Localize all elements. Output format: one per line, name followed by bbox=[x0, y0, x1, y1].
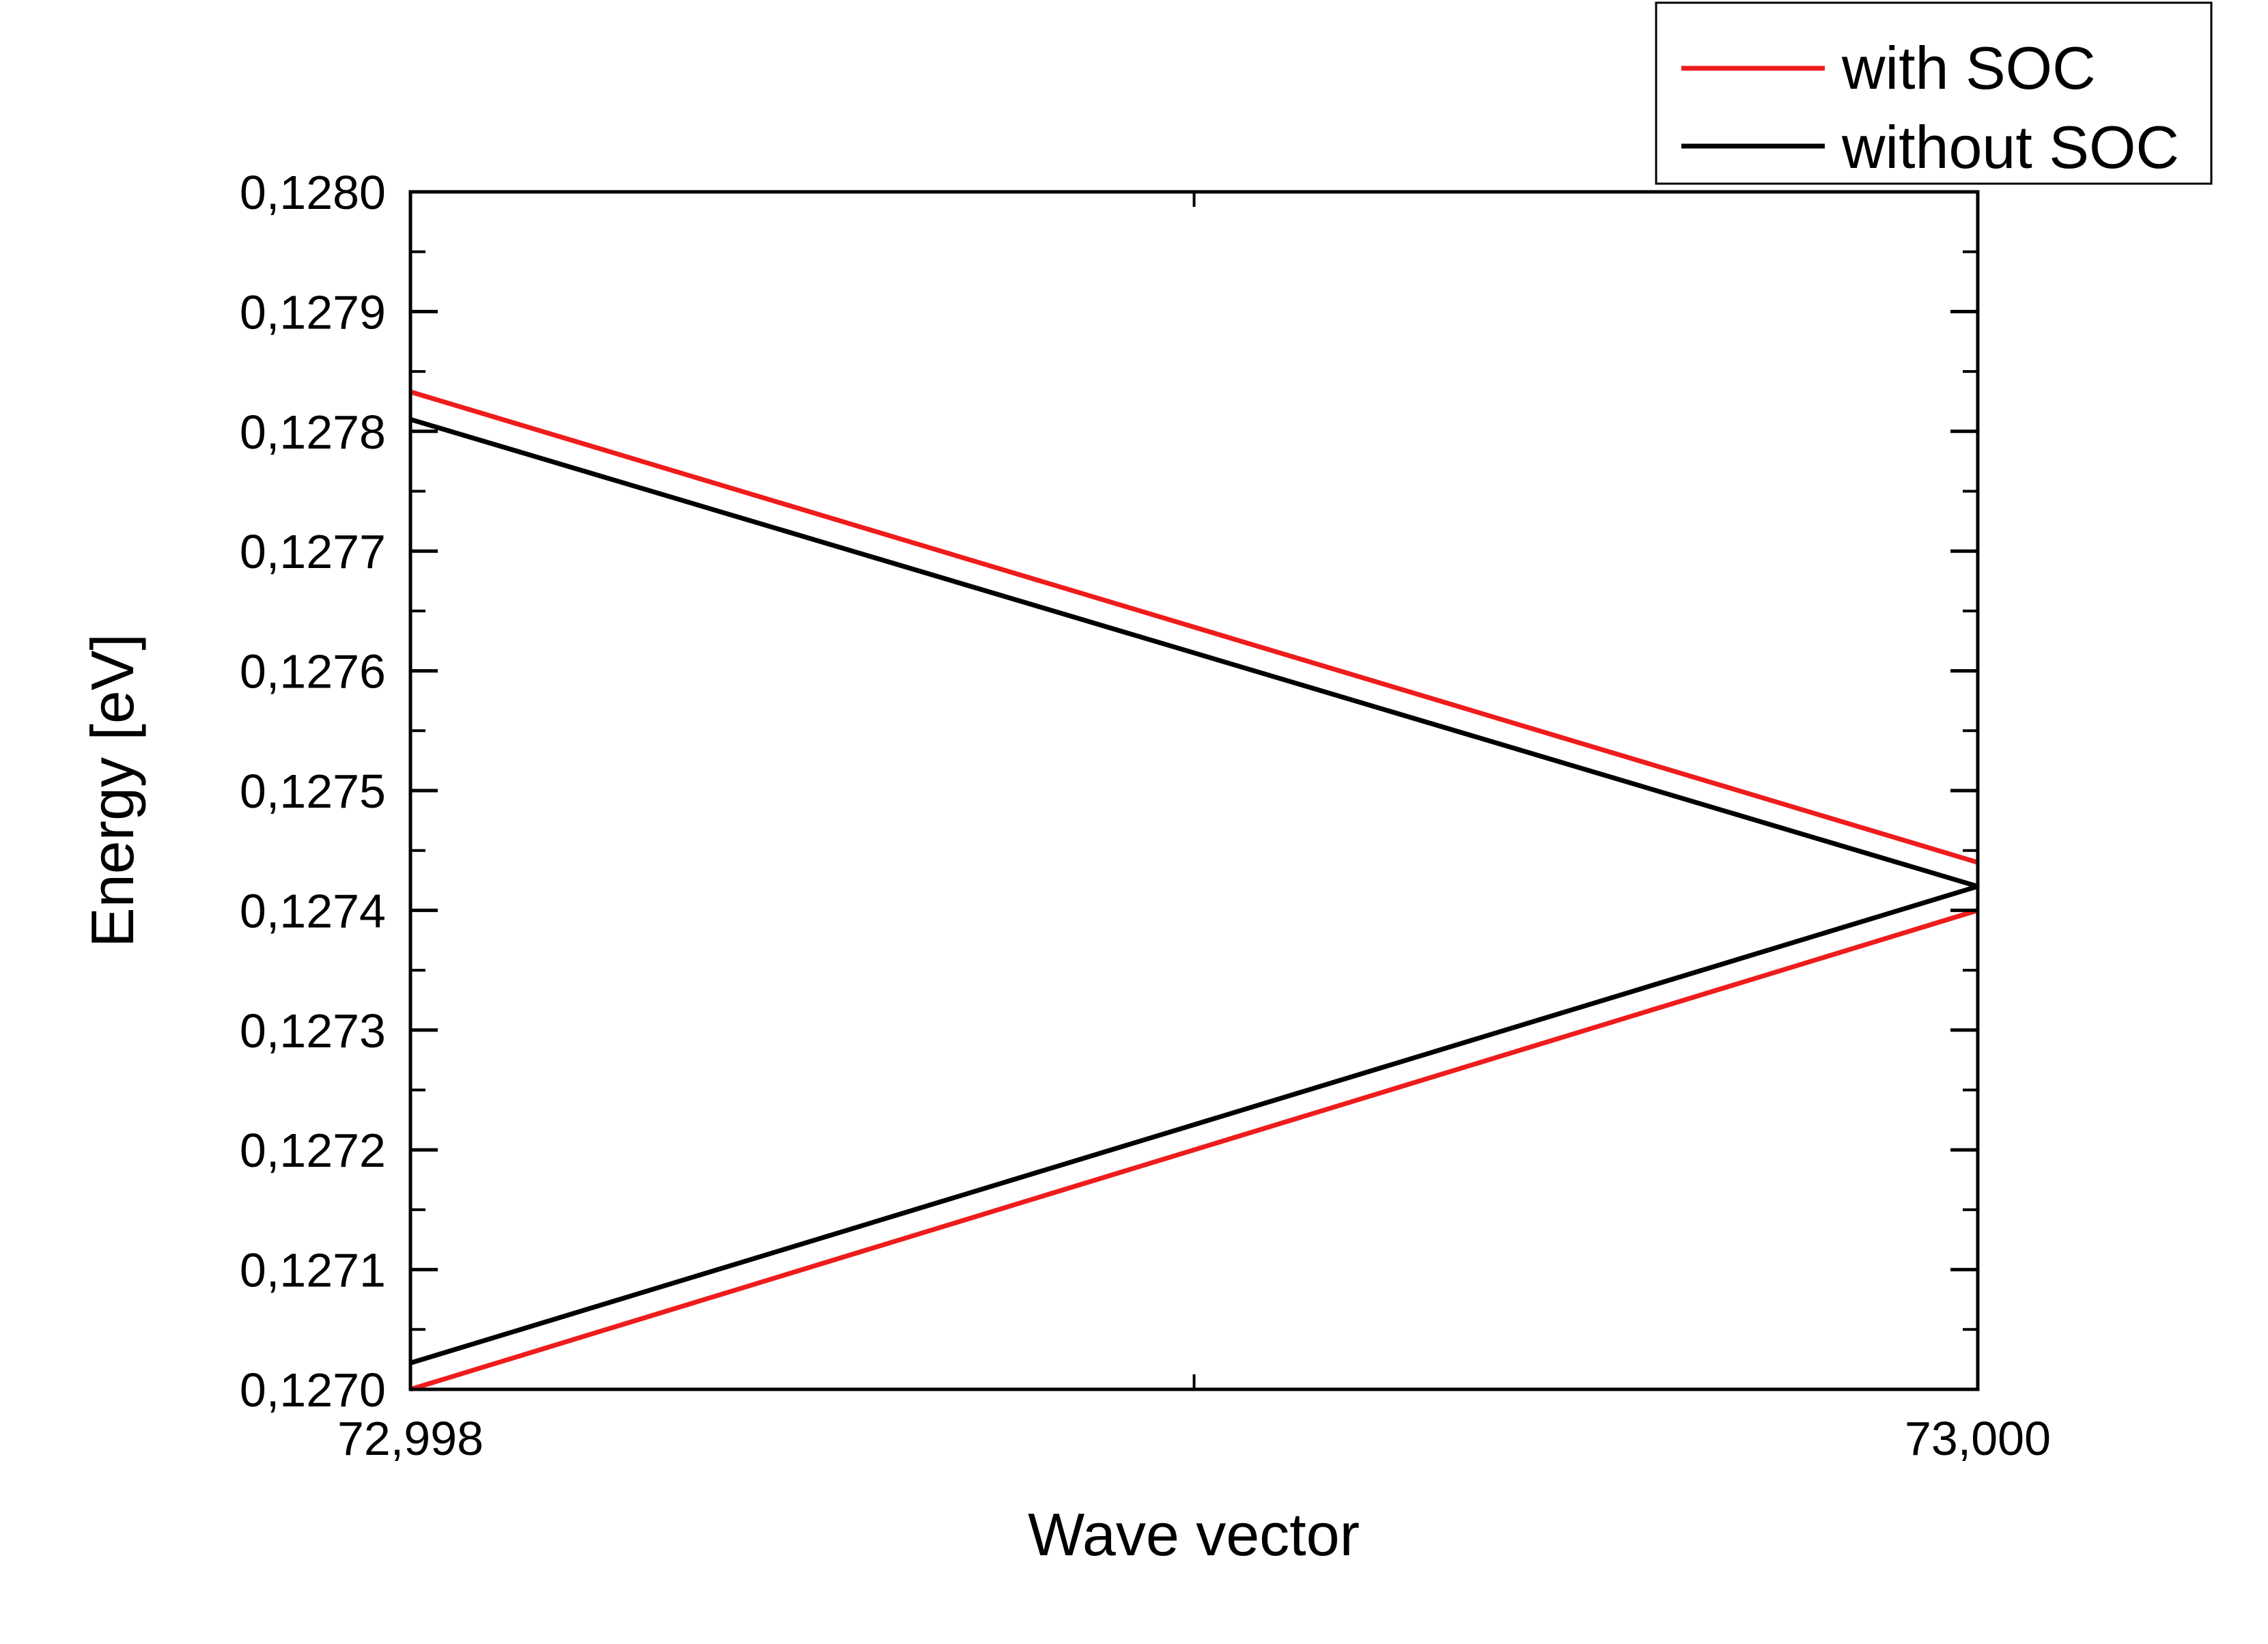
x-tick-labels: 72,998 73,000 bbox=[337, 1412, 2051, 1465]
series-with-soc bbox=[409, 389, 1979, 1392]
y-tick-label: 0,1271 bbox=[240, 1244, 386, 1297]
y-axis-title: Energy [eV] bbox=[79, 634, 146, 948]
x-axis-title: Wave vector bbox=[1028, 1501, 1360, 1568]
legend: with SOC without SOC bbox=[1655, 1, 2213, 185]
y-tick-label: 0,1273 bbox=[240, 1004, 386, 1058]
x-tick-label: 72,998 bbox=[337, 1412, 484, 1465]
series-line-with-soc-1 bbox=[409, 389, 1979, 865]
ticks-layer bbox=[410, 190, 1978, 1391]
plot-frame bbox=[408, 190, 1980, 1391]
y-tick-label: 0,1272 bbox=[240, 1124, 386, 1177]
y-tick-label: 0,1275 bbox=[240, 765, 386, 818]
y-tick-label: 0,1278 bbox=[240, 406, 386, 459]
legend-box bbox=[1655, 1, 2213, 185]
series-without-soc bbox=[409, 416, 1979, 1365]
series-layer bbox=[409, 389, 1979, 1392]
x-tick-label: 73,000 bbox=[1905, 1412, 2051, 1465]
legend-label-with-soc: with SOC bbox=[1841, 34, 2096, 102]
y-tick-label: 0,1279 bbox=[240, 285, 386, 339]
series-line-with-soc-2 bbox=[409, 908, 1979, 1392]
y-tick-label: 0,1270 bbox=[240, 1363, 386, 1417]
y-tick-label: 0,1274 bbox=[240, 884, 386, 937]
legend-label-without-soc: without SOC bbox=[1841, 113, 2179, 181]
y-tick-label: 0,1277 bbox=[240, 525, 386, 578]
series-line-without-soc-2 bbox=[409, 883, 1979, 1365]
y-tick-label: 0,1280 bbox=[240, 166, 386, 219]
series-line-without-soc-1 bbox=[410, 416, 1978, 889]
y-tick-labels: 0,1270 0,1271 0,1272 0,1273 0,1274 0,1275 0,12… bbox=[240, 166, 386, 1417]
y-tick-label: 0,1276 bbox=[240, 645, 386, 698]
